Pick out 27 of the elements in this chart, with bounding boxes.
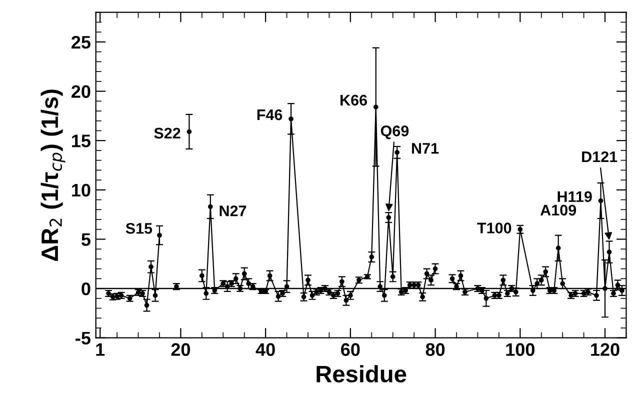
y-tick-label: 15 <box>72 134 90 148</box>
y-tick-label: 0 <box>82 282 90 296</box>
annotation: H119 <box>558 191 592 202</box>
x-tick-label: 100 <box>506 343 534 356</box>
y-axis-title: ΔR$_{2}$ (1/τ$_{cp}$) (1/s) <box>40 90 66 261</box>
x-tick-label: 1 <box>96 343 105 356</box>
annotation: A109 <box>540 204 576 216</box>
x-axis-title: Residue <box>316 365 406 382</box>
annotation: K66 <box>340 94 367 106</box>
y-tick-label: 25 <box>72 36 90 49</box>
annotation: D121 <box>582 151 618 162</box>
annotation: S22 <box>154 128 180 139</box>
annotation: N27 <box>220 206 246 216</box>
annotation: N71 <box>412 143 439 154</box>
annotation: S15 <box>126 222 152 234</box>
annotation: T100 <box>477 222 512 234</box>
y-tick-label: 5 <box>82 233 90 246</box>
x-tick-label: 120 <box>591 343 620 356</box>
annotation: F46 <box>257 109 282 120</box>
x-tick-label: 60 <box>341 343 360 356</box>
annotation: Q69 <box>380 126 409 140</box>
x-tick-label: 40 <box>256 343 275 356</box>
y-tick-label: 20 <box>72 85 90 98</box>
x-tick-label: 80 <box>426 343 445 356</box>
y-tick-label: 10 <box>72 184 90 197</box>
y-tick-label: -5 <box>76 332 90 345</box>
x-tick-label: 20 <box>171 343 190 356</box>
